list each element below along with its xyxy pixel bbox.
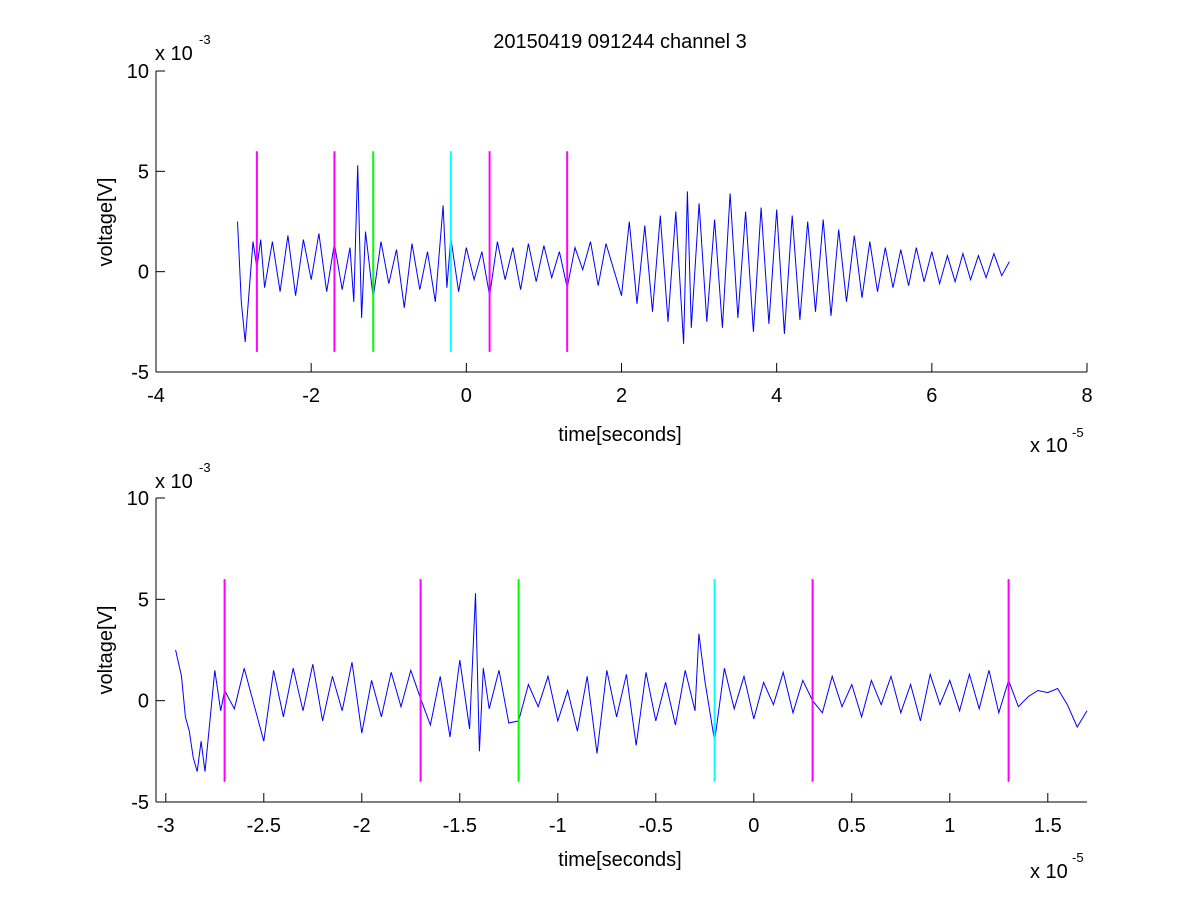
top-x-tick-label: 4 <box>771 385 782 407</box>
top-x-ticks: -4 -2 0 2 4 6 8 <box>147 363 1093 407</box>
top-x-multiplier-base: x 10 <box>1030 435 1068 457</box>
bottom-x-tick-label: 0.5 <box>838 815 866 837</box>
bottom-x-tick-label: -3 <box>157 815 175 837</box>
bottom-plot-area <box>155 498 1088 803</box>
bottom-y-ticks: -5 0 5 10 <box>127 488 165 814</box>
bottom-x-tick-label: -2 <box>353 815 371 837</box>
top-x-tick-label: 6 <box>926 385 937 407</box>
top-x-axis-label: time[seconds] <box>558 424 681 446</box>
bottom-y-axis-label: voltage[V] <box>95 606 117 695</box>
bottom-y-multiplier: x 10 -3 <box>155 460 211 493</box>
bottom-x-multiplier: x 10 -5 <box>1030 850 1084 883</box>
top-x-tick-label: 8 <box>1081 385 1092 407</box>
bottom-y-multiplier-base: x 10 <box>155 471 193 493</box>
top-y-multiplier: x 10 -3 <box>155 32 211 65</box>
bottom-plot: -3 -2.5 -2 -1.5 -1 -0.5 0 0.5 1 1.5 -5 0 5 10 time[s… <box>95 460 1088 883</box>
bottom-y-tick-label: 0 <box>138 691 149 713</box>
top-y-multiplier-exponent: -3 <box>199 32 211 47</box>
top-y-tick-label: 10 <box>127 61 149 83</box>
bottom-x-tick-label: 1 <box>944 815 955 837</box>
bottom-x-tick-label: 0 <box>748 815 759 837</box>
bottom-x-tick-label: -1.5 <box>443 815 477 837</box>
bottom-x-tick-label: -0.5 <box>639 815 673 837</box>
bottom-x-axis-label: time[seconds] <box>558 849 681 871</box>
top-y-ticks: -5 0 5 10 <box>127 61 165 384</box>
bottom-x-tick-label: 1.5 <box>1034 815 1062 837</box>
top-x-tick-label: -4 <box>147 385 165 407</box>
top-plot: -4 -2 0 2 4 6 8 -5 0 5 10 time[seconds] voltage[V… <box>95 32 1093 457</box>
top-signal-series-0 <box>237 165 1010 344</box>
top-y-tick-label: -5 <box>131 362 149 384</box>
bottom-y-tick-label: 10 <box>127 488 149 510</box>
top-x-multiplier-exponent: -5 <box>1072 425 1084 440</box>
top-x-tick-label: 0 <box>461 385 472 407</box>
top-x-tick-label: -2 <box>302 385 320 407</box>
bottom-x-tick-label: -2.5 <box>247 815 281 837</box>
bottom-y-tick-label: 5 <box>138 589 149 611</box>
bottom-x-tick-label: -1 <box>549 815 567 837</box>
bottom-y-multiplier-exponent: -3 <box>199 460 211 475</box>
top-x-tick-label: 2 <box>616 385 627 407</box>
bottom-x-multiplier-base: x 10 <box>1030 861 1068 883</box>
figure-title: 20150419 091244 channel 3 <box>493 31 747 53</box>
top-y-multiplier-base: x 10 <box>155 43 193 65</box>
bottom-x-ticks: -3 -2.5 -2 -1.5 -1 -0.5 0 0.5 1 1.5 <box>157 793 1062 837</box>
bottom-signal-series-0 <box>175 593 1088 772</box>
bottom-x-multiplier-exponent: -5 <box>1072 850 1084 865</box>
top-y-tick-label: 5 <box>138 161 149 183</box>
top-y-tick-label: 0 <box>138 262 149 284</box>
bottom-y-tick-label: -5 <box>131 792 149 814</box>
top-x-multiplier: x 10 -5 <box>1030 425 1084 457</box>
top-y-axis-label: voltage[V] <box>95 178 117 267</box>
